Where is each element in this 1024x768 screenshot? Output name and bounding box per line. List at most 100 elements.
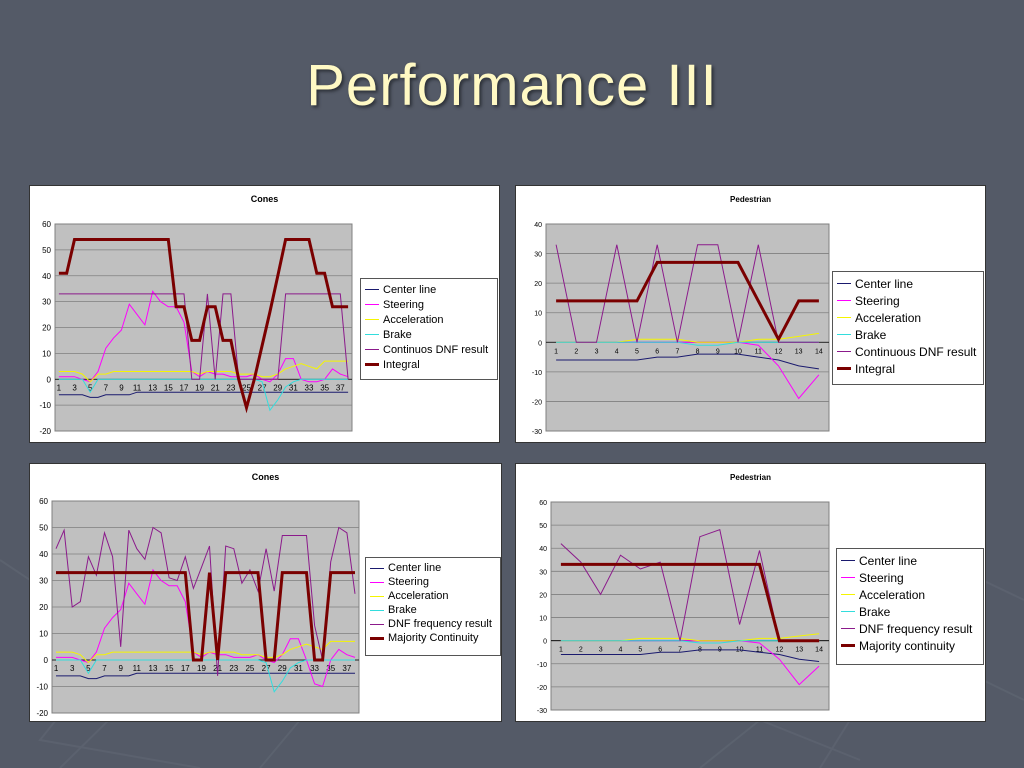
legend-entry: Brake [841, 603, 979, 620]
x-tick-label: 4 [619, 647, 623, 654]
legend-entry: Continuos DNF result [365, 342, 493, 357]
x-tick-label: 37 [336, 383, 345, 392]
legend-entry: Brake [370, 603, 496, 617]
series-line-center-line [56, 672, 355, 680]
x-tick-label: 9 [118, 664, 123, 673]
series-line-center-line [560, 649, 820, 662]
x-tick-label: 11 [756, 647, 763, 654]
legend-entry: Majority continuity [841, 637, 979, 654]
legend-entry: Brake [365, 327, 493, 342]
x-tick-label: 4 [615, 348, 619, 355]
series-line-brake [58, 378, 349, 412]
chart-title: Cones [251, 194, 279, 204]
legend-swatch [837, 367, 851, 370]
legend-swatch [370, 636, 384, 640]
x-tick-label: 1 [54, 664, 59, 673]
x-tick-label: 15 [164, 383, 173, 392]
x-tick-label: 13 [148, 383, 157, 392]
legend-entry: Steering [837, 292, 979, 309]
y-tick-label: 20 [539, 592, 547, 599]
x-tick-label: 19 [197, 664, 206, 673]
x-tick-label: 9 [119, 383, 124, 392]
chart-panel-cones-1: Cones -20 -10 0 10 20 30 40 50 60 1 3 5 7 9 11 13 15 17 19 2… [29, 185, 500, 443]
y-tick-label: -20 [36, 709, 48, 718]
x-tick-label: 14 [815, 348, 823, 355]
x-tick-label: 3 [70, 664, 75, 673]
x-tick-label: 9 [716, 348, 720, 355]
x-tick-label: 19 [195, 383, 204, 392]
x-tick-label: 17 [181, 664, 190, 673]
legend-swatch [841, 577, 855, 578]
legend-swatch [365, 334, 379, 335]
legend-label: Center line [383, 283, 437, 296]
y-tick-label: 50 [42, 246, 51, 255]
legend-swatch [837, 300, 851, 301]
y-tick-label: -20 [39, 427, 51, 436]
legend-label: Continuos DNF result [383, 343, 489, 356]
x-tick-label: 6 [658, 647, 662, 654]
x-tick-label: 7 [675, 348, 679, 355]
x-tick-label: 21 [211, 383, 220, 392]
legend-label: Continuous DNF result [855, 344, 977, 359]
x-tick-label: 35 [320, 383, 329, 392]
legend-label: Acceleration [388, 590, 449, 602]
x-tick-label: 5 [88, 383, 93, 392]
x-tick-label: 29 [273, 383, 282, 392]
series-line-brake [56, 659, 355, 693]
x-tick-label: 11 [133, 383, 142, 392]
legend-entry: Acceleration [837, 309, 979, 326]
x-tick-label: 11 [755, 348, 762, 355]
y-tick-label: 20 [42, 324, 51, 333]
legend-label: Integral [855, 361, 896, 376]
series-line-acceleration [58, 360, 349, 383]
x-tick-label: 37 [342, 664, 351, 673]
chart-legend: Center line Steering Acceleration Brake DNF … [365, 557, 501, 656]
x-tick-label: 5 [638, 647, 642, 654]
plot-area [550, 501, 830, 711]
y-tick-label: 10 [42, 349, 51, 358]
legend-label: DNF frequency result [859, 621, 973, 636]
legend-swatch [370, 567, 384, 569]
series-line-acceleration [56, 640, 355, 664]
y-tick-label: 20 [39, 603, 48, 612]
y-tick-label: 30 [39, 577, 48, 586]
y-tick-label: -30 [537, 708, 547, 715]
legend-swatch [837, 334, 851, 335]
chart-title: Pedestrian [730, 195, 771, 204]
y-tick-label: 0 [44, 656, 49, 665]
y-tick-label: 10 [39, 630, 48, 639]
y-tick-label: -10 [39, 401, 51, 410]
x-tick-label: 2 [574, 348, 578, 355]
legend-label: Steering [388, 576, 429, 588]
x-tick-label: 25 [245, 664, 254, 673]
legend-swatch [837, 283, 851, 284]
x-tick-label: 8 [696, 348, 700, 355]
plot-area [545, 223, 830, 432]
legend-label: Majority continuity [859, 638, 956, 653]
series-line-brake [560, 640, 820, 644]
legend-label: Acceleration [383, 313, 444, 326]
y-tick-label: 20 [534, 281, 542, 288]
legend-entry: Center line [837, 275, 979, 292]
legend-swatch [365, 304, 379, 305]
chart-title: Pedestrian [730, 473, 771, 482]
series-line-majority-continuity [560, 562, 820, 643]
y-tick-label: 10 [534, 311, 542, 318]
chart-panel-pedestrian-2: Pedestrian -30 -20 -10 0 10 20 30 40 50 60 1 2 3 4 5 6 7 8… [515, 463, 986, 722]
y-tick-label: -30 [532, 429, 542, 436]
x-tick-label: 27 [262, 664, 271, 673]
legend-entry: Acceleration [841, 586, 979, 603]
x-tick-label: 3 [595, 348, 599, 355]
legend-swatch [365, 319, 379, 320]
x-tick-label: 35 [326, 664, 335, 673]
x-tick-label: 2 [579, 647, 583, 654]
legend-swatch [837, 317, 851, 318]
y-tick-label: 40 [534, 222, 542, 229]
legend-entry: DNF frequency result [841, 620, 979, 637]
x-tick-label: 12 [775, 647, 783, 654]
chart-panel-pedestrian-1: Pedestrian -30 -20 -10 0 10 20 30 40 1 2 3 4 5 6 7 8 9 10 1… [515, 185, 986, 443]
y-tick-label: 60 [42, 220, 51, 229]
